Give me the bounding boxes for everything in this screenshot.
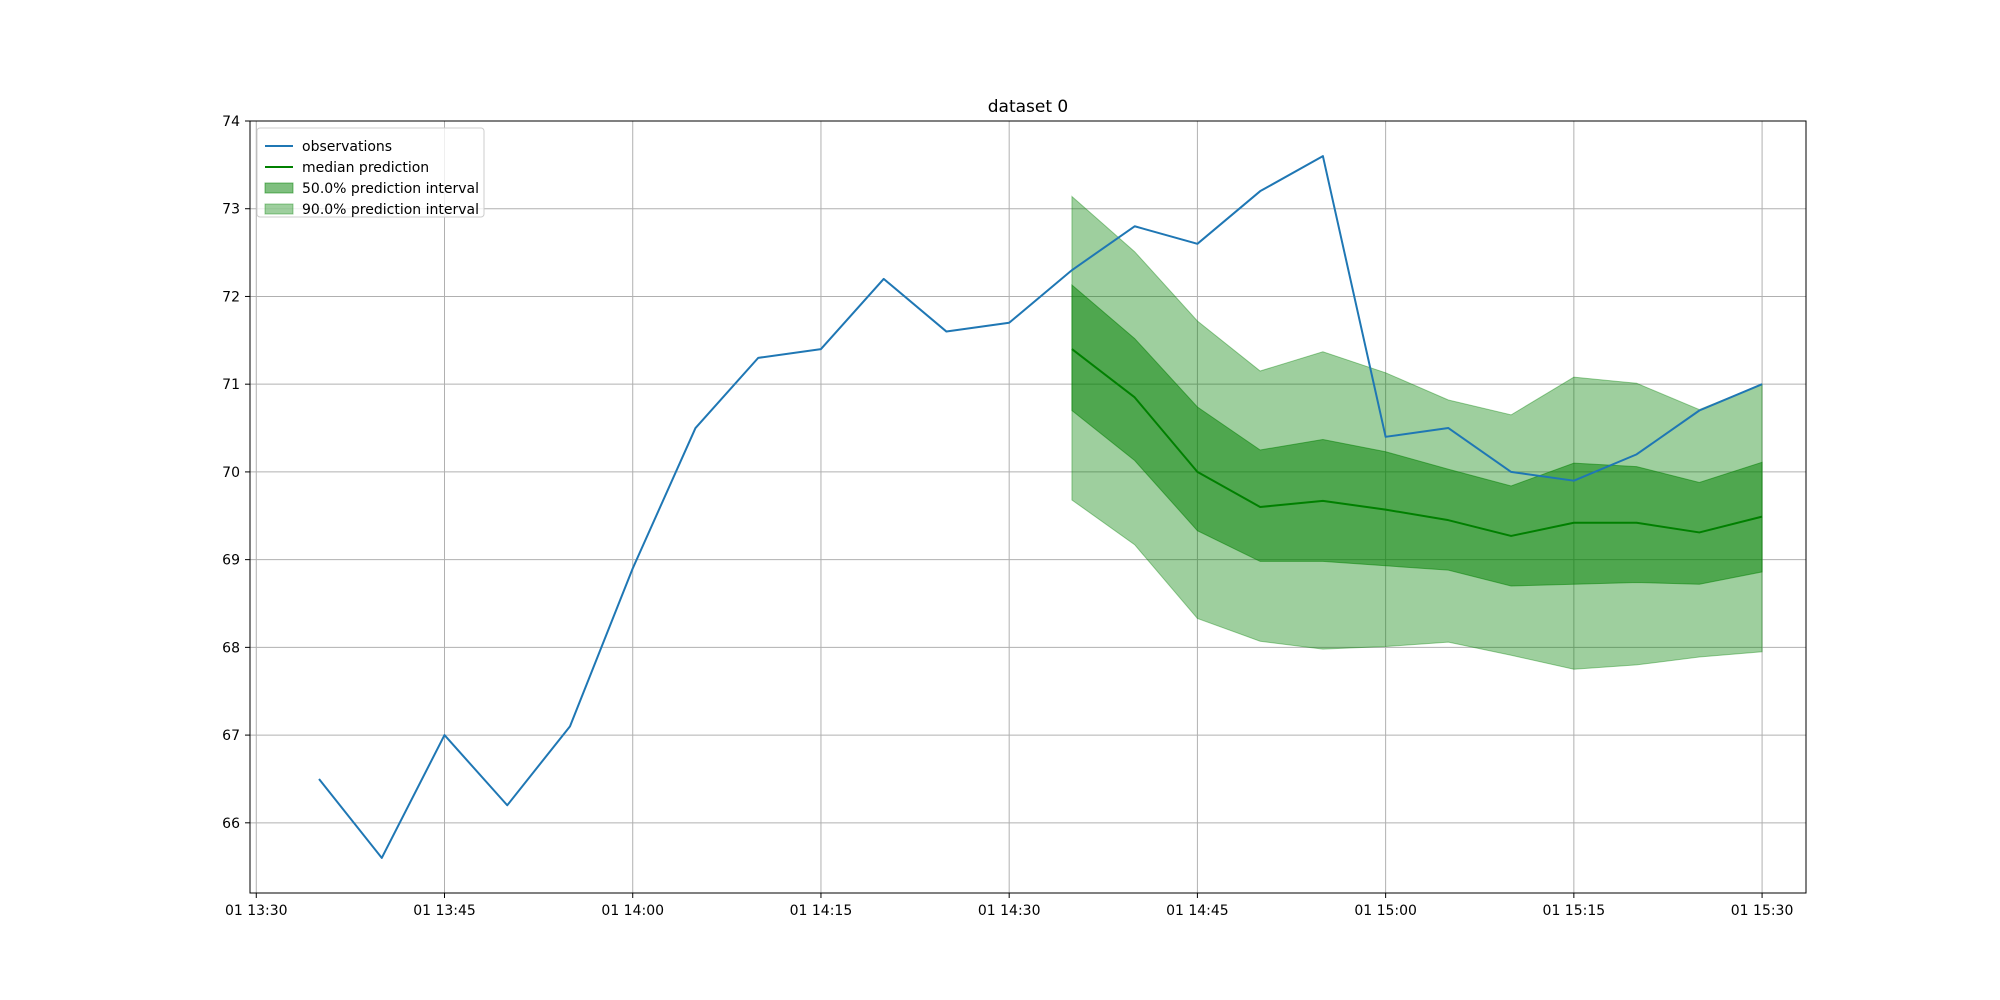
chart-title: dataset 0 <box>988 97 1069 117</box>
y-tick-label: 70 <box>222 465 240 481</box>
x-tick-label: 01 14:00 <box>601 903 664 919</box>
x-tick-label: 01 15:15 <box>1543 903 1606 919</box>
legend-swatch-patch <box>264 182 294 194</box>
y-tick-label: 66 <box>222 816 240 832</box>
x-tick-label: 01 13:45 <box>413 903 476 919</box>
x-tick-label: 01 15:00 <box>1354 903 1417 919</box>
median-prediction-line <box>1071 348 1763 537</box>
50-0-prediction-interval-band <box>1071 283 1763 587</box>
y-tick-label: 68 <box>222 640 240 656</box>
legend-label: observations <box>302 139 392 155</box>
y-tick-label: 73 <box>222 202 240 218</box>
y-tick-label: 67 <box>222 728 240 744</box>
y-tick-label: 72 <box>222 289 240 305</box>
x-tick-label: 01 14:15 <box>790 903 853 919</box>
observations-line <box>318 155 1763 859</box>
x-tick-label: 01 14:45 <box>1166 903 1229 919</box>
y-tick-label: 74 <box>222 114 240 130</box>
x-tick-label: 01 13:30 <box>225 903 288 919</box>
legend-label: 90.0% prediction interval <box>302 202 479 218</box>
x-tick-label: 01 15:30 <box>1731 903 1794 919</box>
legend-box <box>256 127 485 218</box>
x-tick-label: 01 14:30 <box>978 903 1041 919</box>
y-axis: 66 67 68 69 70 71 72 73 74 <box>222 114 250 832</box>
legend-label: median prediction <box>302 160 429 176</box>
series-lines <box>318 155 1763 859</box>
legend-label: 50.0% prediction interval <box>302 181 479 197</box>
y-tick-label: 69 <box>222 553 240 569</box>
x-axis: 01 13:30 01 13:45 01 14:00 01 14:15 01 14:30… <box>225 893 1793 919</box>
y-tick-label: 71 <box>222 377 240 393</box>
legend: observations median prediction 50.0% predi… <box>256 127 485 218</box>
legend-swatch-patch <box>264 203 294 215</box>
plot-frame <box>249 120 1807 894</box>
